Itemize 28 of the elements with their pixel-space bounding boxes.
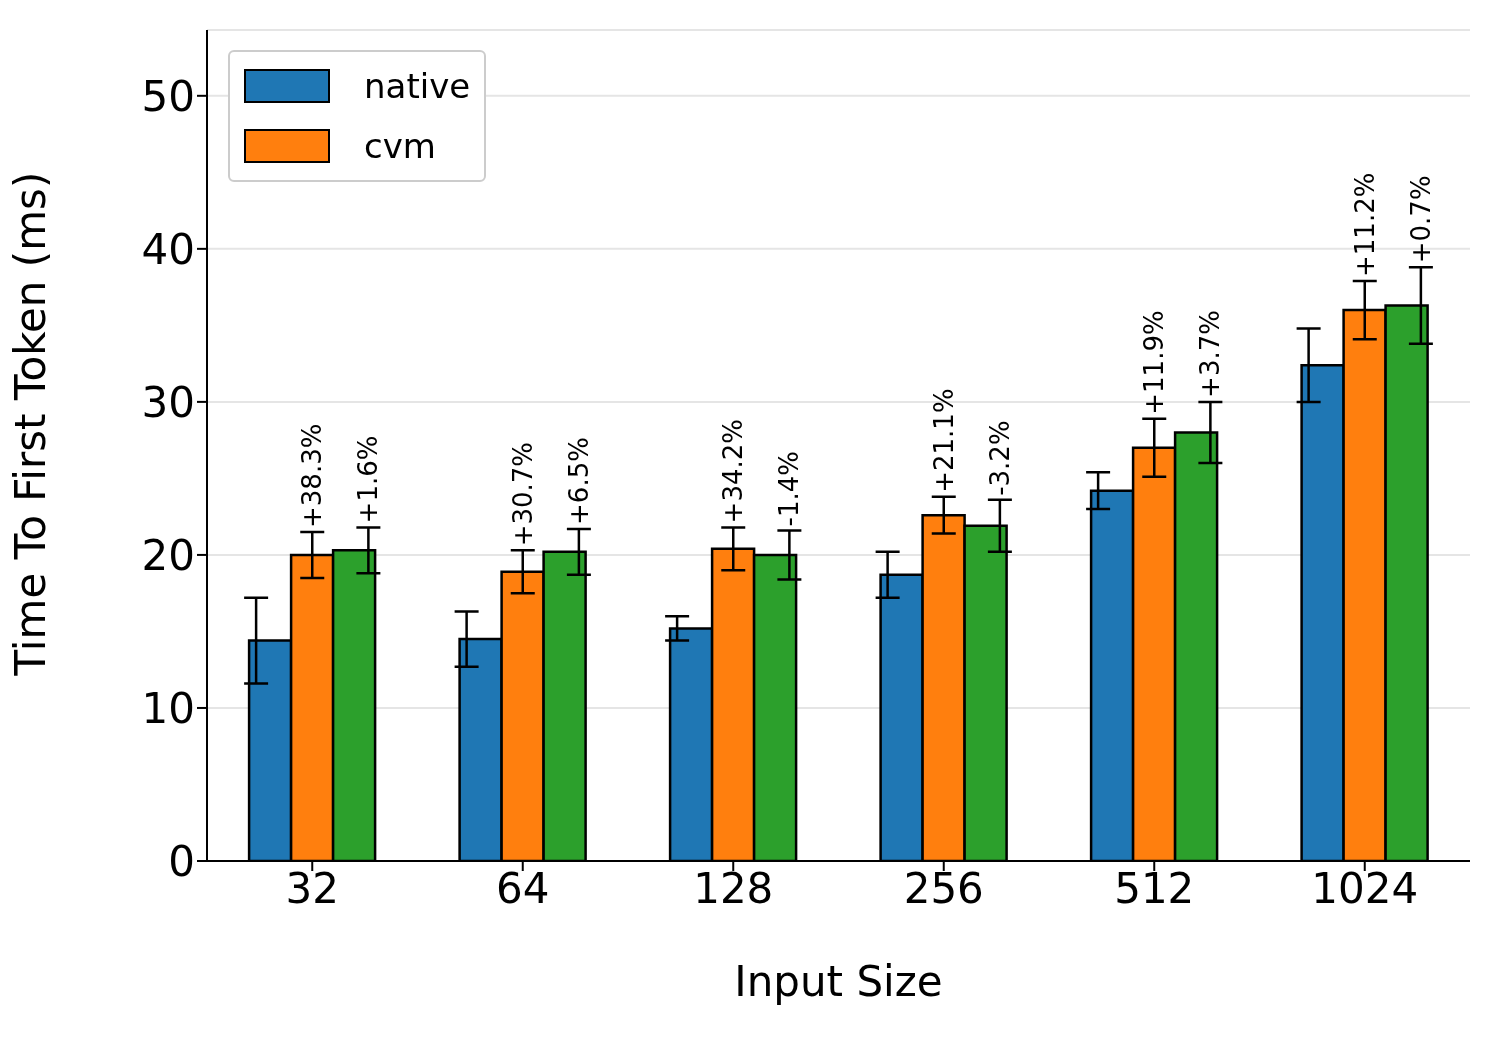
x-tick-label: 64	[496, 863, 550, 913]
annotation: -3.2%	[984, 420, 1015, 496]
annotation: -1.4%	[774, 451, 805, 527]
annotation: +30.7%	[507, 441, 538, 547]
annotation: +11.9%	[1139, 310, 1170, 415]
y-tick-label: 10	[141, 683, 195, 733]
x-axis-title: Input Size	[734, 957, 943, 1006]
x-tick-label: 256	[903, 863, 984, 913]
y-tick-label: 20	[141, 530, 195, 580]
annotation: +0.7%	[1405, 175, 1436, 264]
annotation: +11.2%	[1349, 172, 1380, 277]
annotation: +3.7%	[1195, 310, 1226, 398]
y-tick-label: 0	[168, 836, 195, 886]
annotation: +6.5%	[563, 437, 594, 525]
x-tick-label: 512	[1114, 863, 1195, 913]
y-tick-label: 50	[141, 71, 195, 121]
x-tick-label: 128	[693, 863, 774, 913]
annotation: +21.1%	[928, 388, 959, 493]
y-tick-label: 30	[141, 377, 195, 427]
legend-label: cvm	[364, 126, 436, 166]
annotation: +1.6%	[353, 435, 384, 524]
annotation: +34.2%	[718, 418, 749, 524]
annotation: +38.3%	[297, 423, 328, 528]
legend-label: native	[364, 66, 471, 106]
y-axis-title: Time To First Token (ms)	[5, 171, 55, 677]
y-tick-label: 40	[141, 224, 195, 274]
x-tick-label: 32	[285, 863, 339, 913]
x-tick-label: 1024	[1311, 863, 1419, 913]
